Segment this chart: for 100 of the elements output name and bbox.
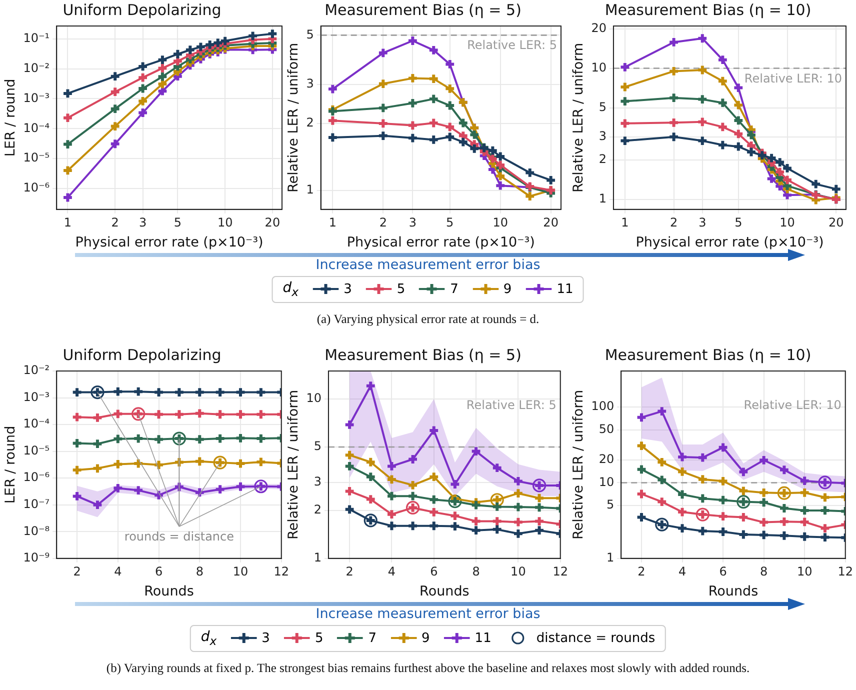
x-tick-label: 5: [734, 216, 742, 230]
point: [428, 424, 440, 436]
point: [386, 490, 398, 502]
y-tick-label: 5: [306, 27, 314, 42]
y-tick-label: 1: [306, 182, 314, 196]
point: [819, 492, 831, 504]
x-axis-title: Physical error rate (p×10⁻³): [346, 234, 535, 250]
x-tick-label: 6: [719, 564, 727, 579]
y-tick-label: 10⁻⁴: [23, 416, 50, 431]
x-axis-title: Rounds: [144, 583, 194, 600]
x-tick-label: 20: [828, 216, 844, 230]
point: [214, 432, 226, 444]
x-tick-label: 10: [232, 564, 248, 579]
x-tick-label: 10: [492, 216, 508, 230]
y-axis-title: Relative LER / uniform: [570, 390, 587, 540]
chart-title: Measurement Bias (η = 5): [324, 346, 522, 364]
y-tick-label: 2: [598, 152, 606, 166]
x-tick-label: 10: [796, 564, 812, 579]
x-tick-label: 12: [274, 564, 290, 579]
point: [194, 408, 206, 420]
x-axis-title: Rounds: [420, 583, 470, 600]
y-tick-label: 5: [314, 439, 322, 454]
y-tick-label: 2: [306, 116, 314, 130]
x-tick-label: 4: [388, 564, 396, 579]
y-tick-label: 1: [314, 550, 322, 565]
point: [491, 524, 503, 536]
point: [112, 458, 124, 470]
point: [491, 501, 503, 512]
point: [255, 408, 267, 420]
point: [676, 506, 688, 518]
x-tick-label: 4: [678, 564, 686, 579]
x-tick-label: 12: [838, 564, 854, 579]
y-tick-label: 10⁻³: [23, 90, 50, 105]
point: [386, 460, 398, 472]
point: [112, 408, 124, 420]
y-tick-label: 3: [314, 474, 322, 488]
point: [407, 490, 418, 502]
point: [512, 476, 524, 487]
ref-line-label: Relative LER: 5: [466, 398, 556, 412]
point: [819, 522, 831, 534]
point: [534, 492, 545, 504]
y-tick-label: 10⁻¹: [23, 31, 50, 46]
text: Increase measurement error bias: [316, 257, 540, 273]
text: (b) Varying rounds at fixed p. The strongest bias remains furthest above the baseline and relaxes most slowly with added rounds.: [106, 661, 750, 676]
legend-label: 7: [450, 282, 458, 297]
x-tick-label: 10: [217, 216, 233, 230]
point: [234, 408, 246, 420]
y-tick-label: 5: [606, 498, 614, 512]
legend-label: 3: [262, 630, 270, 646]
x-tick-label: 3: [408, 216, 416, 230]
point: [696, 452, 708, 464]
point: [132, 432, 144, 444]
x-tick-label: 5: [446, 216, 454, 230]
point: [738, 528, 750, 540]
point: [386, 520, 398, 532]
x-tick-label: 1: [64, 216, 72, 230]
x-tick-label: 2: [346, 564, 354, 579]
x-tick-label: 20: [264, 216, 280, 230]
legend-label: 3: [344, 282, 352, 297]
y-tick-label: 10⁻⁶: [23, 470, 50, 484]
point: [364, 494, 376, 505]
x-tick-label: 12: [552, 564, 568, 579]
y-axis-title: LER / round: [2, 78, 19, 157]
point: [534, 502, 545, 514]
legend-label: 5: [396, 282, 406, 297]
point: [798, 530, 810, 542]
y-tick-label: 1: [606, 550, 614, 565]
y-tick-label: 10⁻⁶: [23, 180, 50, 195]
point: [676, 522, 688, 534]
y-tick-label: 10: [591, 60, 606, 74]
x-tick-label: 1: [328, 216, 336, 230]
x-tick-label: 2: [379, 216, 387, 230]
legend-label: 9: [422, 630, 430, 646]
point: [364, 456, 376, 468]
x-axis-title: Rounds: [708, 583, 758, 600]
chart-title: Uniform Depolarizing: [62, 346, 222, 364]
point: [407, 454, 418, 465]
point: [153, 459, 164, 471]
point: [738, 485, 750, 497]
point: [386, 474, 398, 486]
point: [132, 484, 144, 496]
ref-line-label: Relative LER: 5: [467, 38, 557, 52]
legend-label: 11: [474, 630, 492, 646]
y-tick-label: 10: [598, 474, 614, 489]
x-tick-label: 8: [760, 564, 768, 579]
point: [512, 516, 524, 528]
annotation: rounds = distance: [124, 530, 234, 544]
y-tick-label: 10⁻³: [23, 390, 50, 404]
point: [112, 433, 124, 445]
point: [717, 442, 729, 454]
point: [428, 520, 440, 532]
point: [778, 530, 790, 542]
point: [717, 494, 729, 506]
y-tick-label: 20: [591, 20, 606, 35]
x-tick-label: 3: [138, 216, 147, 230]
x-tick-label: 1: [621, 216, 629, 230]
ref-line-label: Relative LER: 10: [744, 398, 842, 412]
chart-title: Uniform Depolarizing: [62, 0, 222, 19]
point: [778, 464, 790, 476]
point: [234, 458, 246, 470]
